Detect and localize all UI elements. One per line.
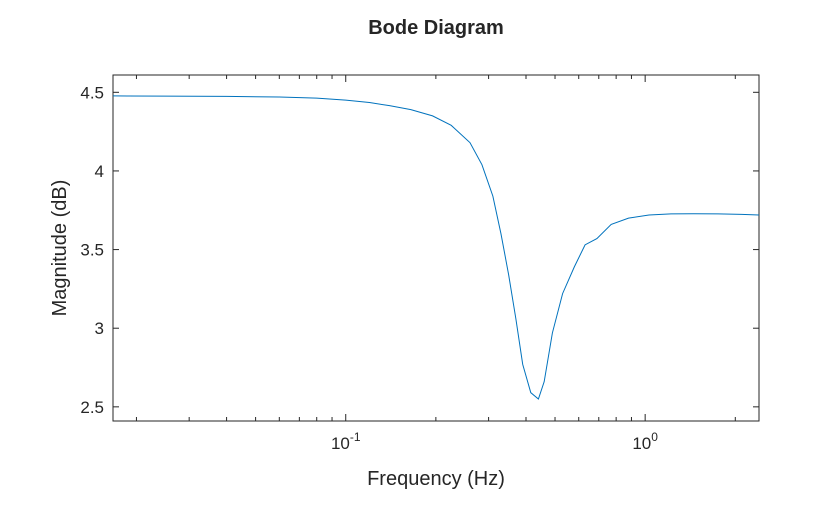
plot-area: [112, 74, 760, 422]
magnitude-line: [112, 95, 760, 400]
axis-ticks: [113, 75, 759, 421]
x-axis-label: Frequency (Hz): [367, 468, 505, 490]
y-tick-label: 4.5: [80, 83, 104, 102]
y-axis-label: Magnitude (dB): [49, 180, 71, 317]
chart-title: Bode Diagram: [368, 17, 504, 39]
x-tick-label: 100: [632, 430, 658, 453]
tick-labels: 2.5 3 3.5 4 4.5 10-1 100: [80, 83, 658, 453]
y-tick-label: 4: [95, 162, 104, 181]
y-tick-label: 3.5: [80, 241, 104, 260]
y-tick-label: 3: [95, 319, 104, 338]
x-tick-label: 10-1: [331, 430, 361, 453]
y-tick-label: 2.5: [80, 398, 104, 417]
